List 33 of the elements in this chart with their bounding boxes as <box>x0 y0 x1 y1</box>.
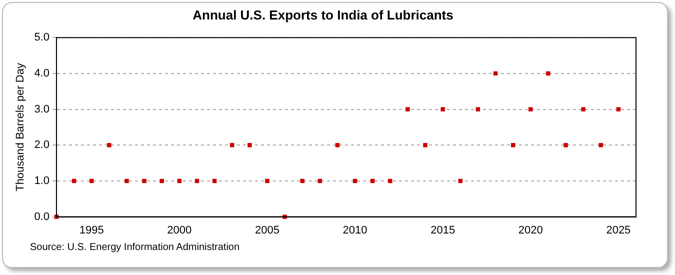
chart-title: Annual U.S. Exports to India of Lubricants <box>192 7 454 22</box>
point <box>388 178 392 184</box>
x-tick-label: 2015 <box>430 224 456 236</box>
point <box>142 178 146 184</box>
y-tick-label: 0.0 <box>34 210 50 223</box>
point <box>160 178 164 184</box>
point <box>124 178 129 184</box>
point <box>564 143 568 148</box>
y-tick-label: 3.0 <box>34 103 50 116</box>
x-tick-label: 1995 <box>79 224 104 236</box>
point <box>528 107 533 112</box>
y-tick-label: 5.0 <box>34 32 50 44</box>
y-tick-label: 1.0 <box>34 174 50 187</box>
x-tick-label: 2020 <box>518 224 543 236</box>
point <box>546 71 550 76</box>
x-tick-label: 2000 <box>167 224 192 236</box>
point <box>440 107 445 112</box>
x-tick-label: 2010 <box>342 224 368 236</box>
y-tick-label: 4.0 <box>34 67 50 80</box>
point <box>616 107 621 112</box>
y-axis-title: Thousand Barrels per Day <box>14 62 27 192</box>
source-note: Source: U.S. Energy Information Administration <box>30 242 240 253</box>
point <box>300 178 304 184</box>
point <box>581 107 586 112</box>
point <box>423 143 428 148</box>
point <box>107 143 112 148</box>
point <box>248 143 252 148</box>
x-tick-label: 2005 <box>254 224 280 236</box>
point <box>476 107 480 112</box>
x-tick-label: 2025 <box>606 224 631 236</box>
point <box>406 107 410 112</box>
y-tick-label: 2.0 <box>34 139 50 152</box>
point <box>265 178 270 184</box>
